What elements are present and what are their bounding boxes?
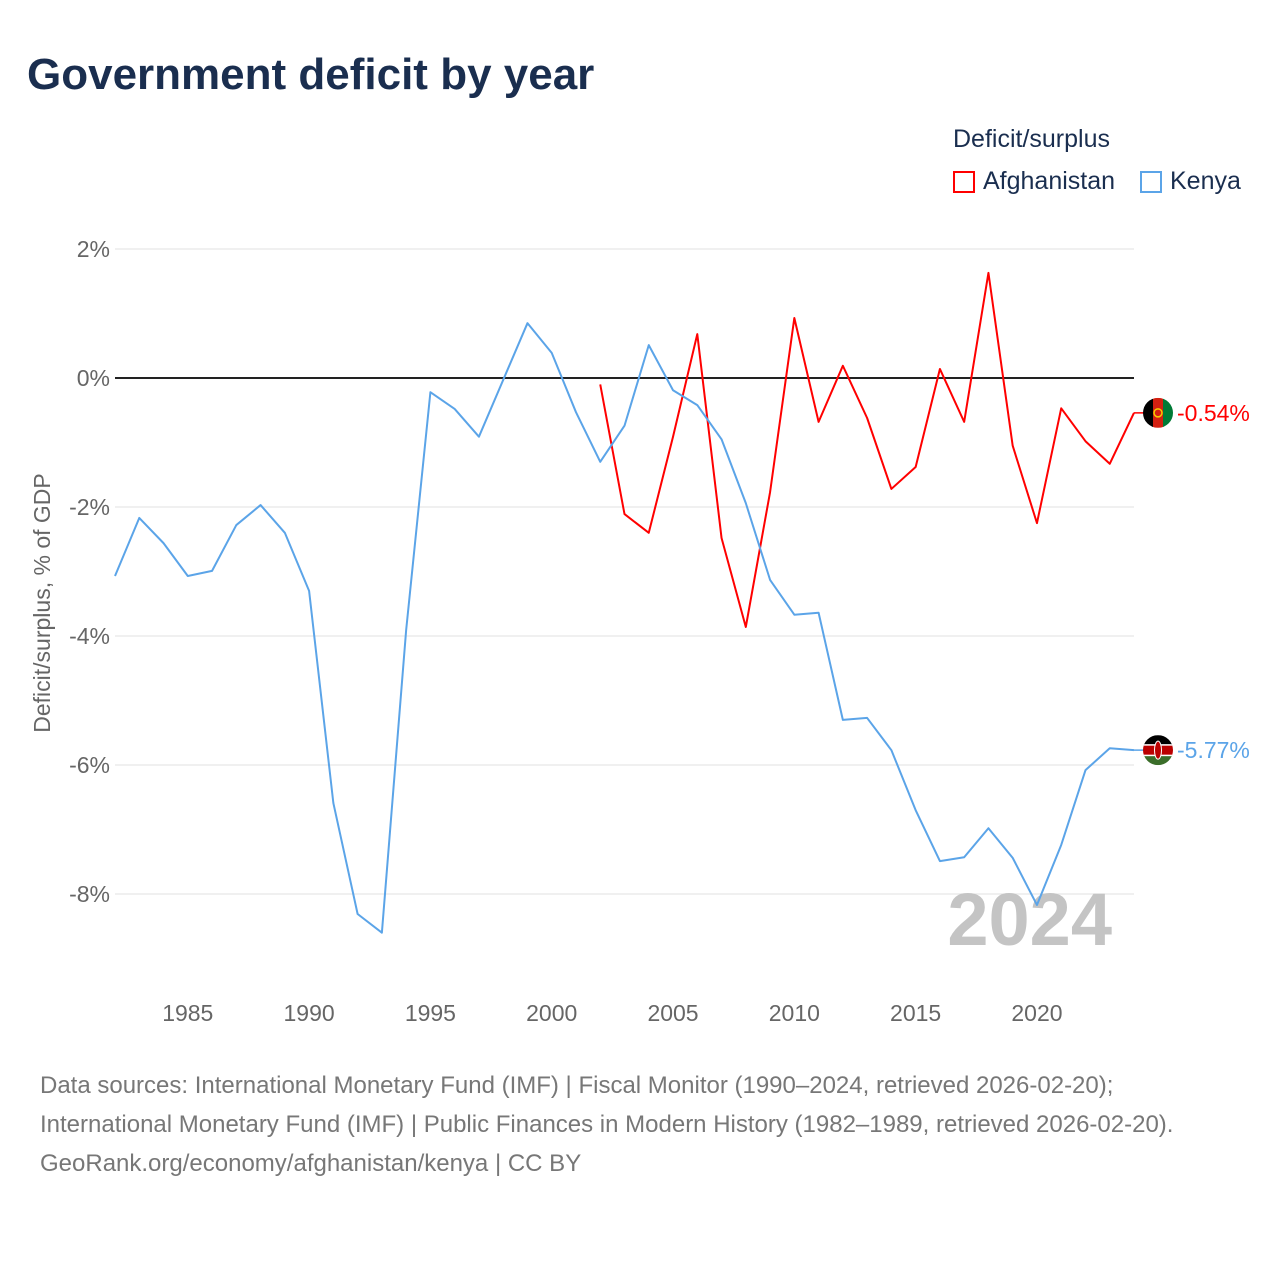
legend-swatch-kenya [1140,170,1162,193]
legend-swatch-afghanistan [953,170,975,193]
legend-item-afghanistan[interactable]: Afghanistan [953,167,1115,196]
x-tick-label: 2005 [647,1000,698,1026]
y-tick-label: -6% [69,752,110,778]
kenya-flag-icon [1143,735,1173,766]
credit-link[interactable]: GeoRank.org/economy/afghanistan/kenya | … [40,1150,582,1177]
y-tick-label: -2% [69,494,110,520]
data-sources: Data sources: International Monetary Fun… [40,1072,1174,1138]
legend-label: Afghanistan [983,167,1116,195]
y-axis-label: Deficit/surplus, % of GDP [29,473,55,732]
afghanistan-flag-icon [1143,397,1173,428]
y-tick-label: -4% [69,623,110,649]
y-tick-label: 0% [77,365,110,391]
legend-item-kenya[interactable]: Kenya [1140,167,1241,196]
y-tick-label: 2% [77,236,110,262]
legend-title: Deficit/surplus [953,125,1110,153]
x-tick-label: 1995 [405,1000,456,1026]
x-tick-label: 2010 [769,1000,820,1026]
x-tick-label: 2015 [890,1000,941,1026]
x-tick-label: 1990 [284,1000,335,1026]
legend-label: Kenya [1170,167,1241,195]
x-tick-label: 1985 [162,1000,213,1026]
x-tick-label: 2020 [1011,1000,1062,1026]
series-line-afghanistan [599,271,1135,628]
chart-title: Government deficit by year [27,50,595,99]
end-value-label: -5.77% [1177,737,1250,763]
series-line-kenya [114,322,1135,934]
x-tick-label: 2000 [526,1000,577,1026]
line-chart: 2% 0% -2% -4% -6% -8% 1985 1990 1995 2000 2005 2010… [29,236,1250,1026]
end-value-label: -0.54% [1177,400,1250,426]
footer: Data sources: International Monetary Fun… [40,1066,1240,1183]
y-tick-label: -8% [69,881,110,907]
